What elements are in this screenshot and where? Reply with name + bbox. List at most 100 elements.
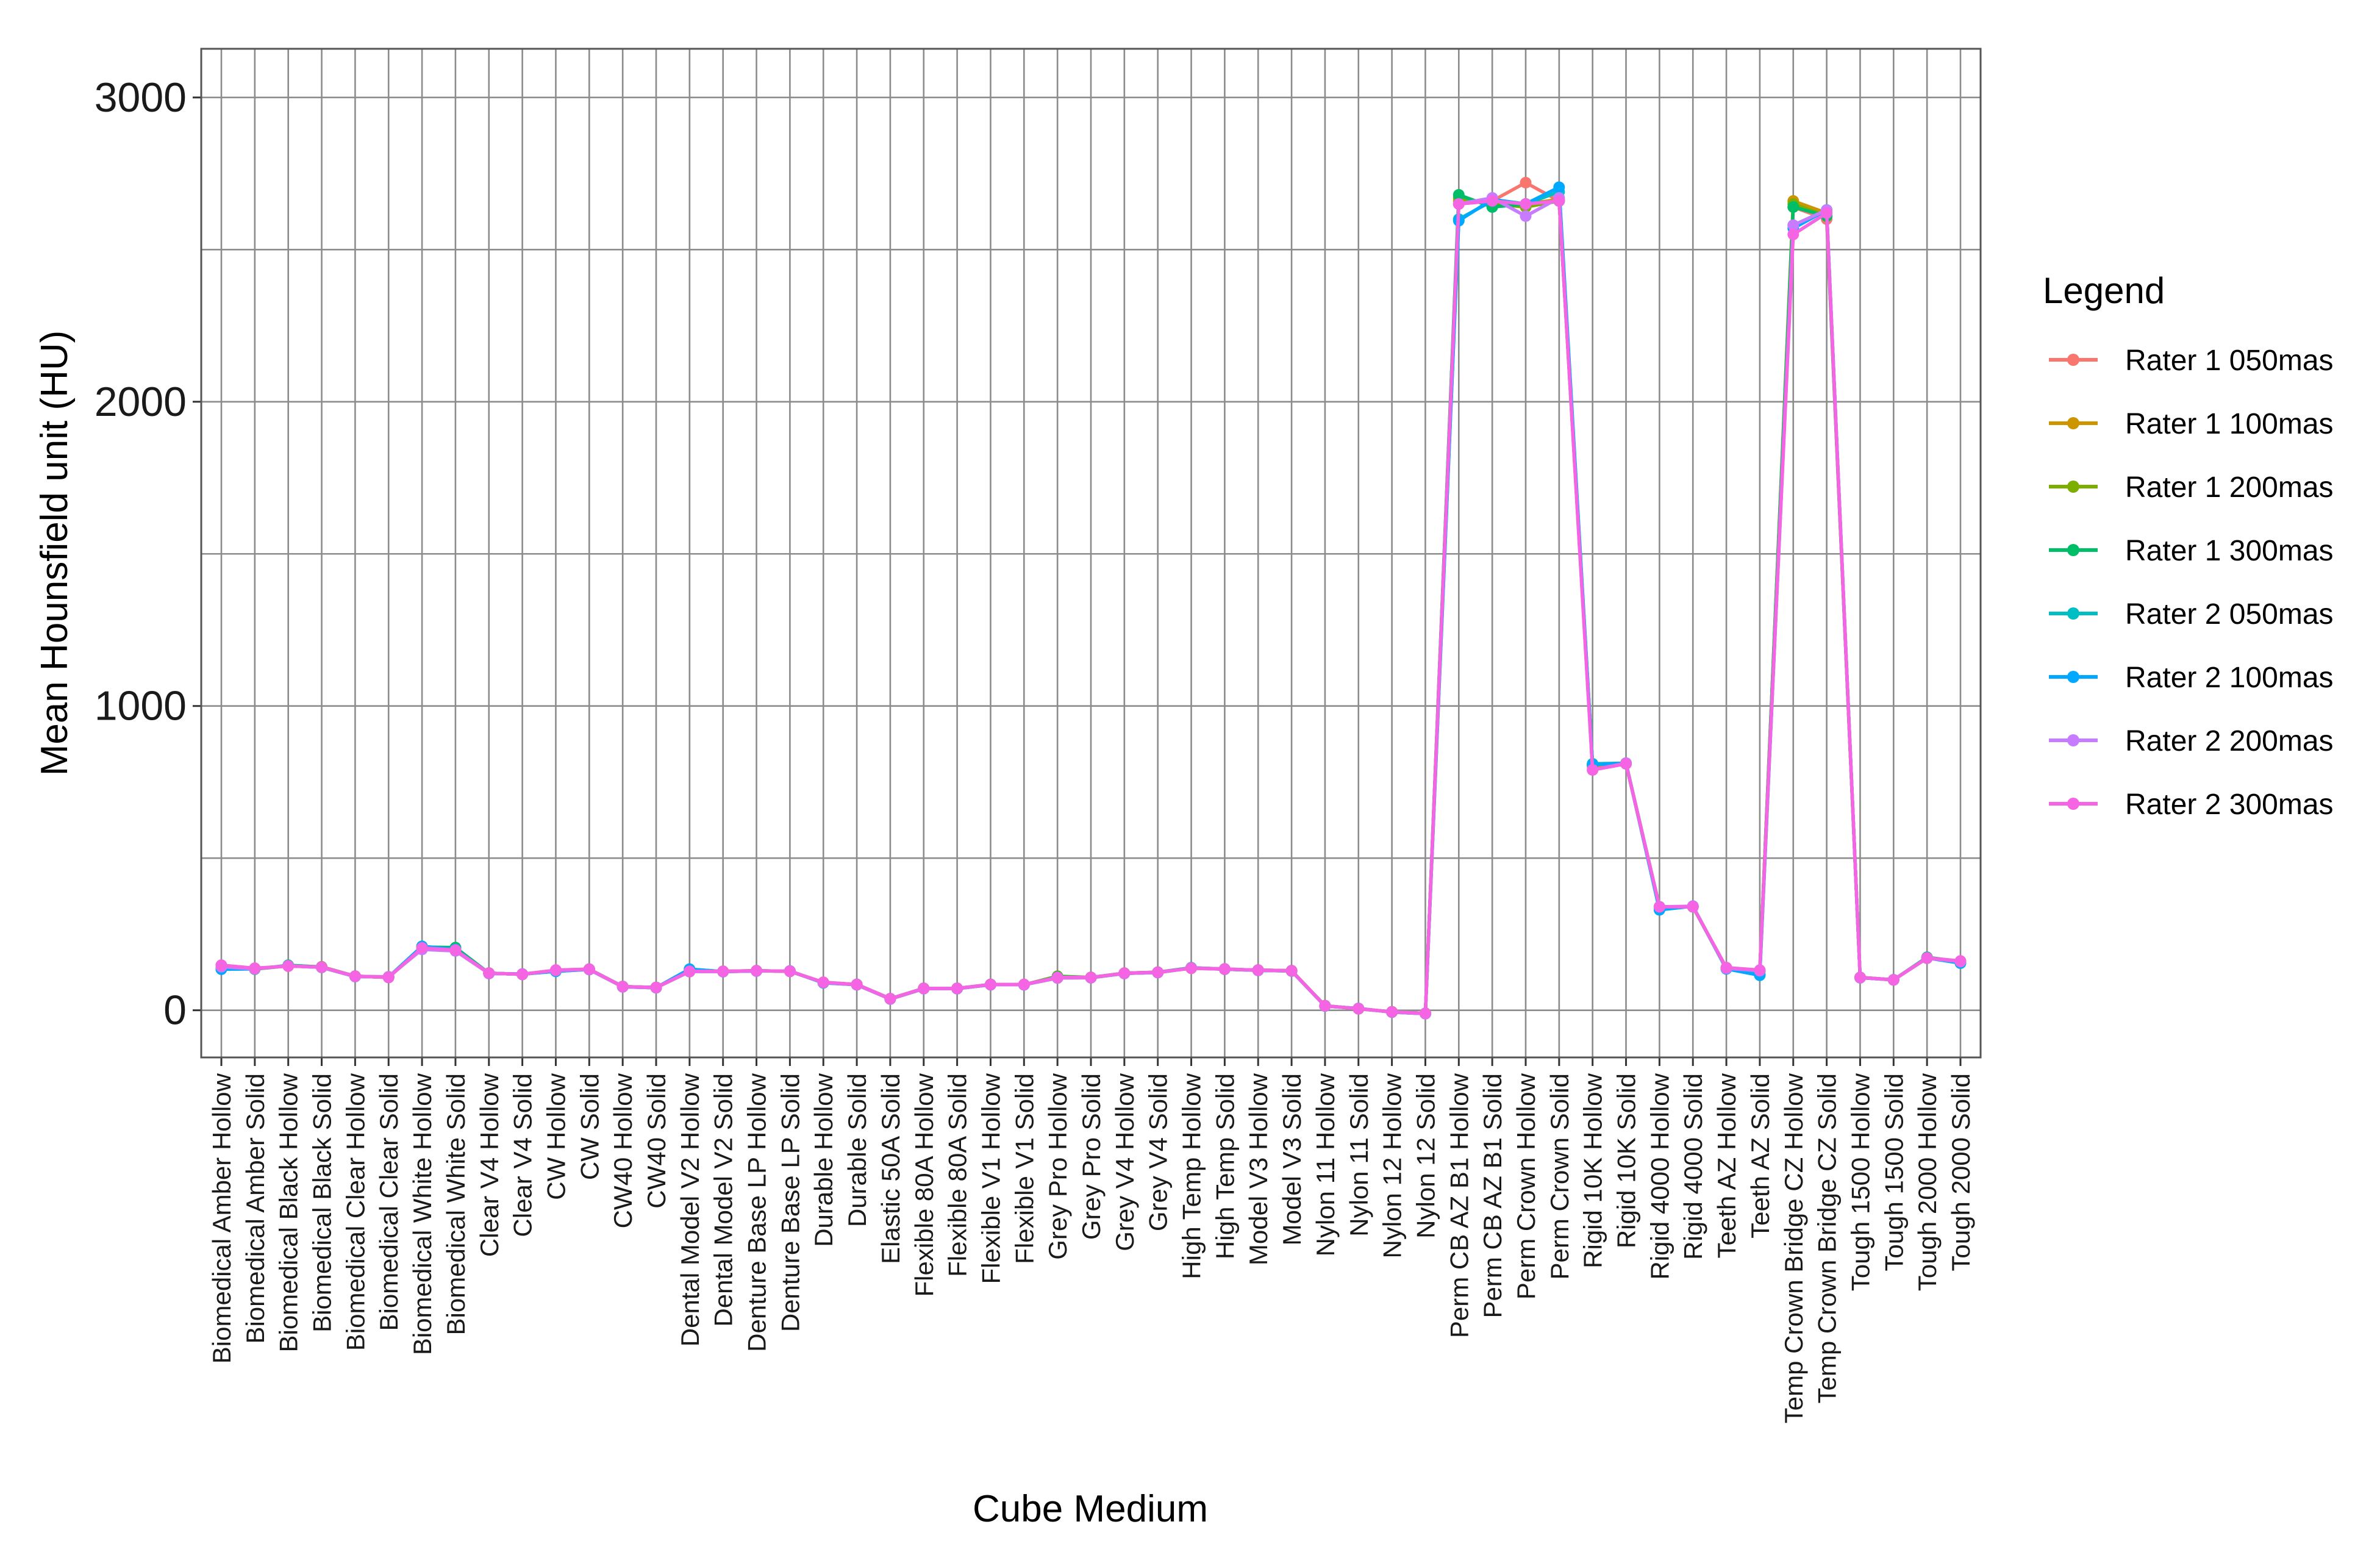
x-tick-label: Model V3 Solid [1278, 1073, 1306, 1246]
data-point [516, 968, 529, 981]
data-point [1085, 971, 1097, 984]
data-point [1420, 1007, 1431, 1020]
data-point [1854, 971, 1866, 984]
data-point [918, 982, 930, 995]
data-point [1252, 964, 1264, 976]
x-tick-label: Rigid 10K Solid [1612, 1073, 1641, 1248]
x-tick-label: Perm CB AZ B1 Solid [1478, 1073, 1507, 1318]
x-tick-label: Teeth AZ Solid [1746, 1073, 1774, 1239]
data-point [1620, 758, 1632, 770]
data-point [1018, 978, 1030, 990]
data-point [550, 964, 562, 976]
data-point [951, 982, 963, 995]
x-tick-label: Elastic 50A Solid [876, 1073, 905, 1264]
legend-label: Rater 2 200mas [2125, 725, 2334, 757]
x-tick-label: Flexible V1 Hollow [976, 1073, 1005, 1284]
x-tick-label: Tough 1500 Hollow [1846, 1073, 1874, 1291]
x-tick-label: Biomedical Amber Hollow [207, 1073, 236, 1364]
data-point [449, 944, 462, 956]
data-point [1453, 198, 1465, 210]
data-point [1185, 962, 1197, 974]
data-point [1218, 963, 1231, 975]
data-point [1520, 198, 1532, 210]
data-point [1118, 967, 1131, 979]
data-point [1520, 177, 1532, 188]
legend-key-point [2067, 544, 2079, 556]
legend-label: Rater 2 300mas [2125, 789, 2334, 821]
data-point [650, 981, 662, 993]
data-point [382, 971, 395, 984]
data-point [1520, 210, 1532, 222]
x-tick-label: Tough 2000 Hollow [1913, 1073, 1942, 1291]
legend-label: Rater 2 050mas [2125, 598, 2334, 631]
x-tick-label: Flexible 80A Solid [943, 1073, 972, 1277]
legend-key-point [2067, 417, 2079, 429]
data-point [717, 965, 729, 978]
x-tick-label: Dental Model V2 Solid [709, 1073, 738, 1327]
x-tick-label: Rigid 4000 Solid [1679, 1073, 1707, 1260]
x-tick-label: Perm CB AZ B1 Hollow [1445, 1073, 1473, 1338]
legend-key-point [2067, 354, 2079, 366]
data-point [1553, 195, 1565, 207]
x-tick-label: High Temp Hollow [1177, 1073, 1206, 1279]
data-point [583, 963, 595, 975]
data-point [784, 965, 796, 978]
x-tick-label: CW40 Hollow [609, 1073, 637, 1228]
x-tick-label: High Temp Solid [1210, 1073, 1239, 1259]
x-tick-label: Grey V4 Solid [1144, 1073, 1173, 1231]
x-tick-label: Flexible 80A Hollow [910, 1073, 938, 1296]
data-point [1653, 901, 1665, 913]
x-tick-label: Perm Crown Hollow [1512, 1073, 1540, 1300]
data-point [1587, 764, 1599, 776]
plot-frame [200, 48, 1982, 1059]
legend-key-point [2067, 734, 2079, 746]
series-layer [215, 177, 1967, 1020]
x-tick-label: Flexible V1 Solid [1010, 1073, 1038, 1264]
legend-key-point [2067, 671, 2079, 683]
data-point [751, 965, 762, 977]
data-point [316, 961, 327, 973]
data-point [1319, 1000, 1331, 1012]
y-tick-label: 0 [163, 987, 187, 1034]
x-tick-label: Temp Crown Bridge CZ Hollow [1779, 1073, 1808, 1423]
y-tick-label: 1000 [95, 683, 187, 729]
x-tick-label: Perm Crown Solid [1545, 1073, 1574, 1279]
data-point [215, 959, 227, 971]
x-tick-label: Biomedical Black Hollow [274, 1073, 303, 1352]
legend-key-point [2067, 798, 2079, 810]
data-point [416, 942, 428, 954]
data-point [1720, 962, 1732, 974]
x-tick-label: Durable Solid [843, 1073, 871, 1227]
data-point [1486, 195, 1498, 207]
data-point [684, 965, 696, 978]
x-tick-label: Grey Pro Solid [1077, 1073, 1106, 1240]
data-point [851, 978, 863, 990]
x-tick-label: Biomedical Black Solid [308, 1073, 337, 1332]
y-axis-title: Mean Hounsfield unit (HU) [34, 331, 76, 776]
x-tick-label: Tough 1500 Solid [1879, 1073, 1908, 1271]
data-point [1754, 964, 1766, 976]
data-point [1954, 955, 1967, 967]
data-point [884, 993, 896, 1005]
x-tick-label: Denture Base LP Solid [776, 1073, 804, 1332]
data-point [1787, 228, 1799, 240]
data-point [985, 978, 996, 990]
x-tick-label: Denture Base LP Hollow [743, 1073, 771, 1351]
series-group [215, 195, 1967, 1020]
data-point [616, 981, 629, 993]
x-tick-label: Tough 2000 Solid [1946, 1073, 1975, 1271]
x-tick-label: Grey Pro Hollow [1043, 1073, 1072, 1259]
x-tick-label: Biomedical White Hollow [408, 1073, 437, 1355]
x-tick-label: Nylon 11 Solid [1345, 1073, 1373, 1237]
data-point [1887, 974, 1899, 986]
legend-label: Rater 1 100mas [2125, 408, 2334, 440]
x-tick-label: Temp Crown Bridge CZ Solid [1813, 1073, 1842, 1404]
x-tick-label: Nylon 11 Hollow [1311, 1073, 1340, 1256]
data-point [1821, 207, 1833, 219]
x-tick-label: Nylon 12 Hollow [1378, 1073, 1407, 1258]
data-point [1787, 201, 1799, 213]
data-point [1386, 1006, 1398, 1018]
legend-label: Rater 2 100mas [2125, 662, 2334, 694]
data-point [1787, 219, 1799, 231]
